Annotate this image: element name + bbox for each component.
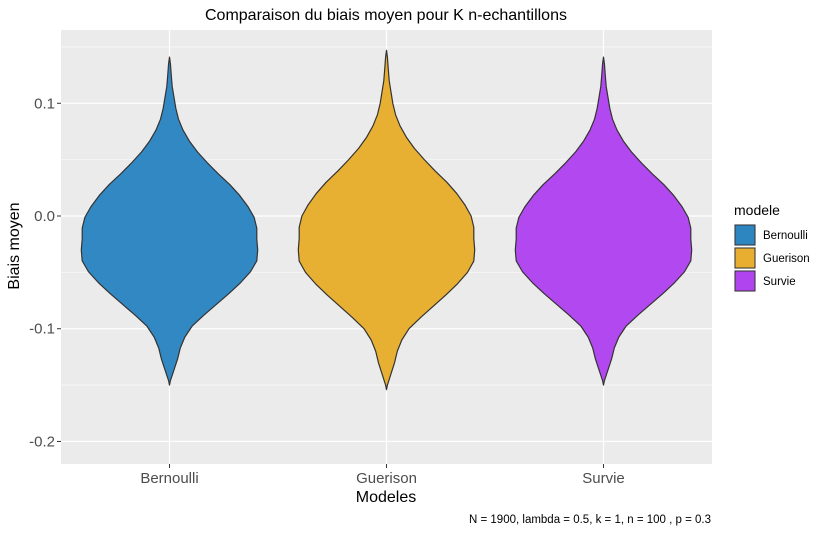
y-tick-label: 0.1 — [34, 95, 55, 112]
x-tick-label: Survie — [582, 470, 625, 487]
x-tick-label: Guerison — [356, 470, 417, 487]
legend-swatch-bernoulli — [734, 224, 756, 246]
caption: N = 1900, lambda = 0.5, k = 1, n = 100 ,… — [469, 514, 711, 526]
legend-label: Survie — [763, 276, 796, 288]
legend-swatch-guerison — [734, 247, 756, 269]
legend-swatch-survie — [734, 270, 756, 292]
legend: modele Bernoulli Guerison Survie — [734, 202, 810, 292]
legend-label: Bernoulli — [763, 230, 808, 242]
violin-series — [80, 49, 693, 391]
violin-guerison — [297, 49, 476, 391]
chart-title: Comparaison du biais moyen pour K n-echa… — [205, 7, 567, 24]
y-tick-label: -0.1 — [29, 321, 55, 338]
y-axis-title: Biais moyen — [6, 202, 23, 289]
x-axis: Bernoulli Guerison Survie — [140, 464, 625, 487]
x-tick-label: Bernoulli — [140, 470, 198, 487]
legend-title: modele — [734, 202, 780, 218]
y-tick-label: 0.0 — [34, 208, 55, 225]
violin-survie — [514, 56, 693, 386]
violin-bernoulli — [80, 56, 259, 386]
x-axis-title: Modeles — [356, 489, 416, 506]
y-axis: 0.1 0.0 -0.1 -0.2 — [29, 95, 61, 450]
legend-label: Guerison — [763, 253, 810, 265]
y-tick-label: -0.2 — [29, 433, 55, 450]
